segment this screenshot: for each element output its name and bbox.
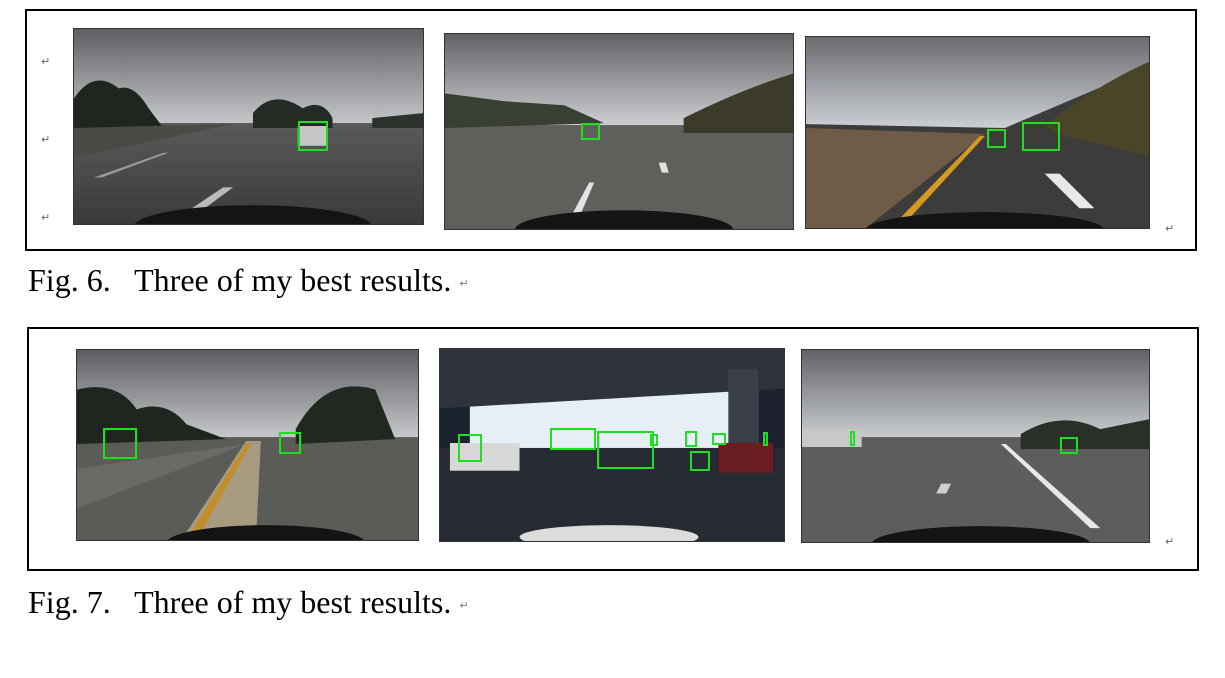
detection-box: [597, 431, 654, 469]
detection-box: [279, 432, 301, 454]
detection-box: [103, 428, 137, 459]
paragraph-mark: ↵: [41, 55, 51, 68]
road-photo-6-3: [805, 36, 1150, 229]
paragraph-mark: ↵: [1165, 222, 1175, 235]
detection-box: [690, 451, 710, 471]
detection-box: [712, 433, 726, 445]
figure-6-caption: Fig. 6. Three of my best results. ↵: [28, 262, 469, 298]
road-photo-7-3: [801, 349, 1150, 543]
detection-box: [1060, 437, 1078, 454]
road-photo-7-2: [439, 348, 785, 542]
road-photo-6-2: [444, 33, 794, 230]
detection-box: [987, 129, 1006, 148]
detection-box: [850, 431, 855, 446]
road-photo-6-1: [73, 28, 424, 225]
detection-box: [650, 434, 658, 446]
detection-box: [763, 432, 768, 446]
paragraph-mark: ↵: [41, 211, 51, 224]
detection-box: [458, 434, 482, 462]
detection-box: [685, 431, 697, 447]
detection-box: [298, 121, 328, 151]
paragraph-mark: ↵: [1165, 535, 1175, 548]
figure-7-caption: Fig. 7. Three of my best results. ↵: [28, 584, 469, 620]
detection-box: [1022, 122, 1060, 151]
detection-box: [581, 123, 600, 140]
detection-box: [550, 428, 596, 450]
road-photo-7-1: [76, 349, 419, 541]
paragraph-mark: ↵: [41, 133, 51, 146]
